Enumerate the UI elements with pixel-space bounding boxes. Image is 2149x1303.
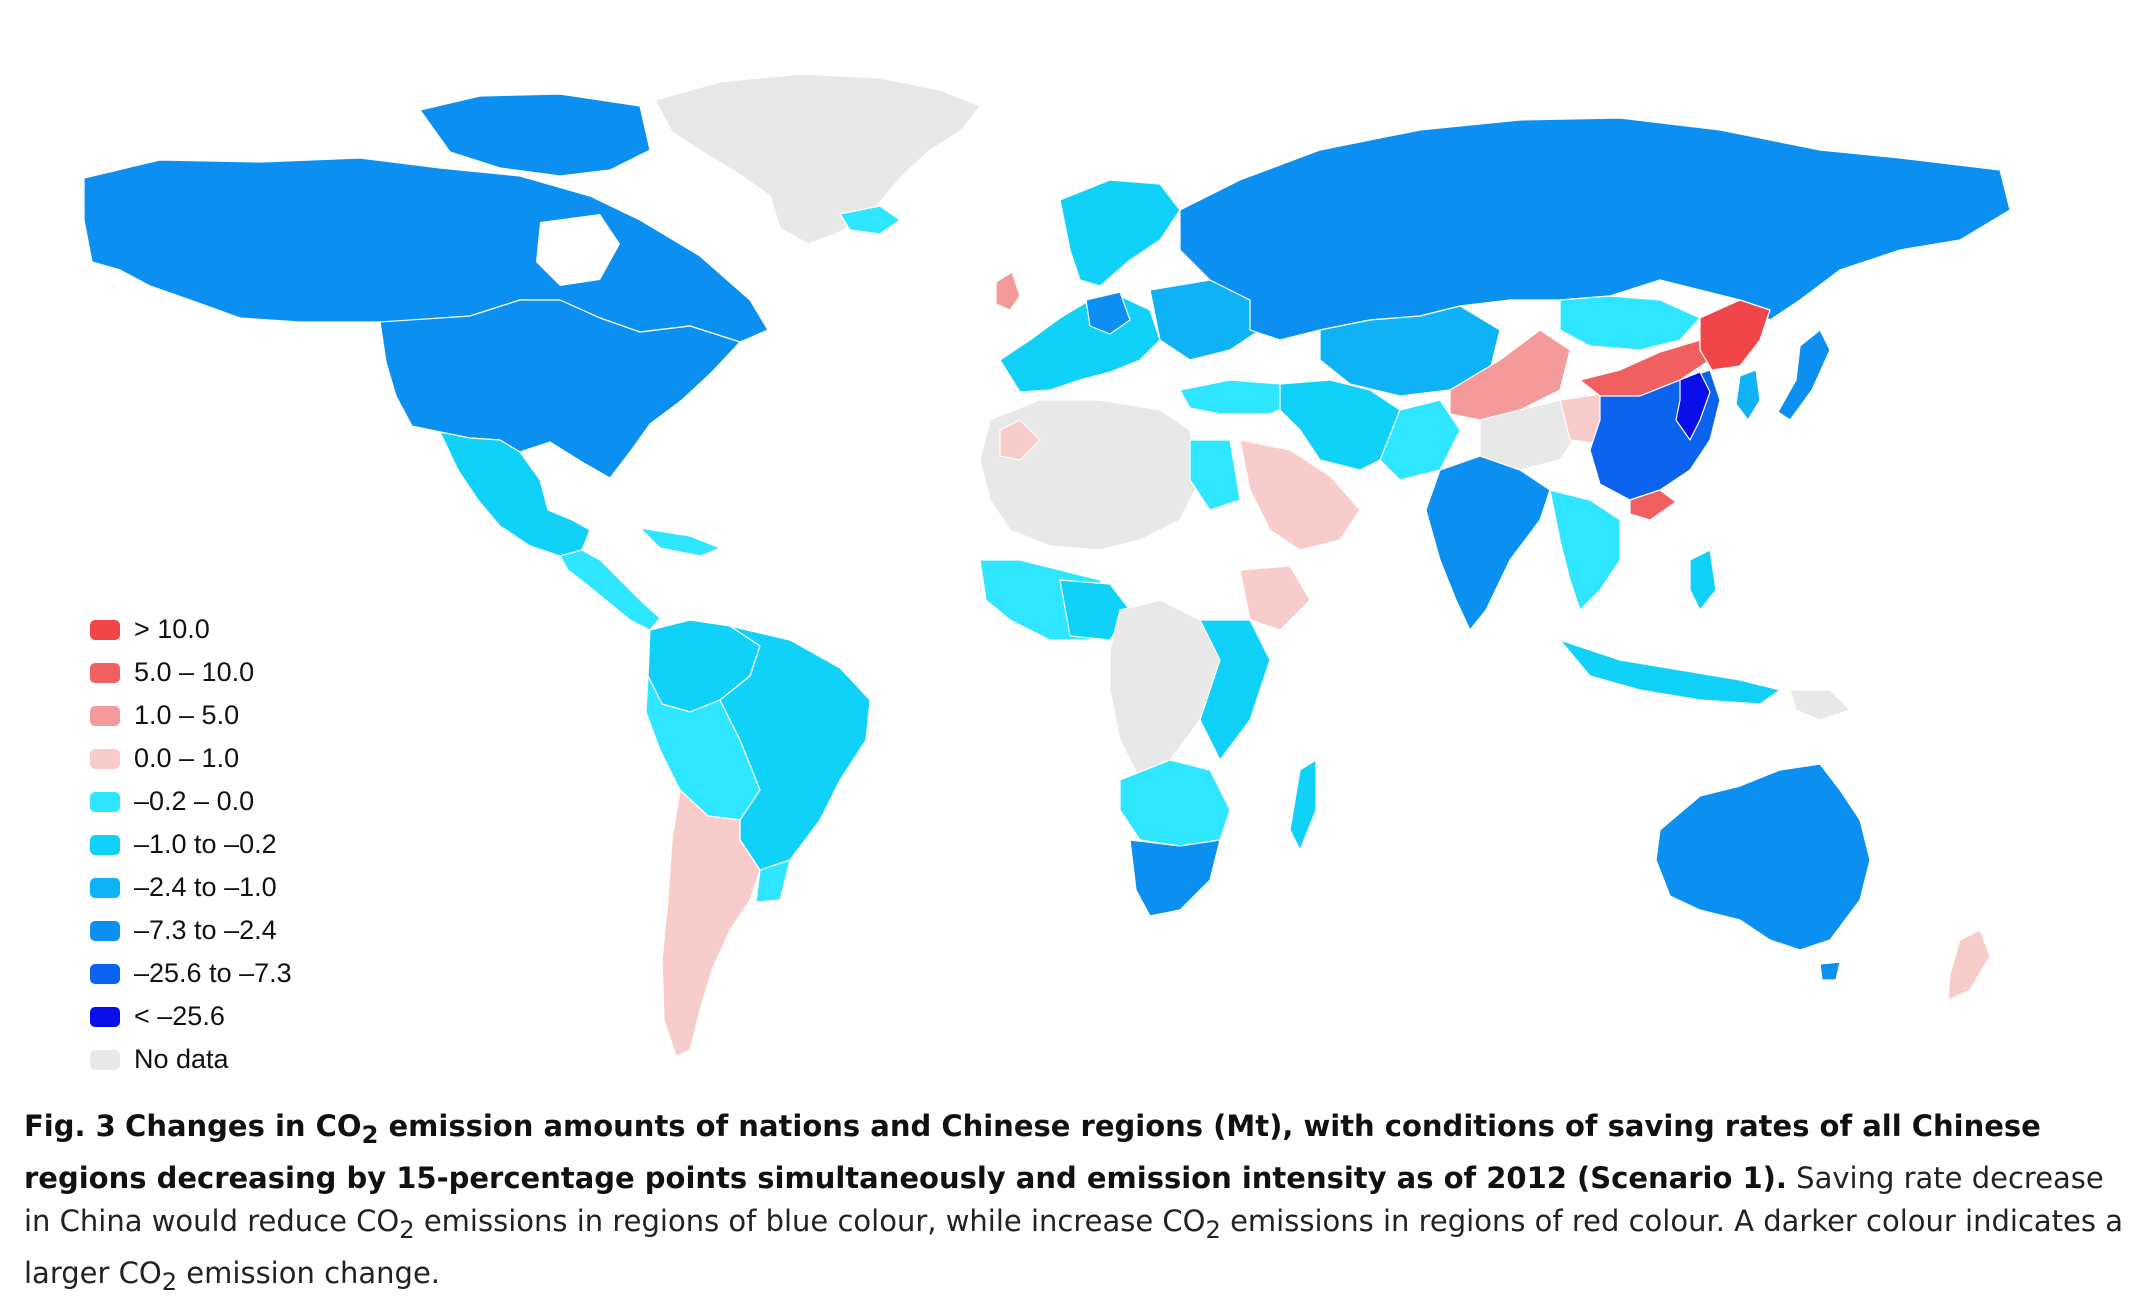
region-uk — [995, 271, 1021, 311]
legend-label: –0.2 – 0.0 — [134, 786, 255, 816]
region-southern-africa — [1119, 759, 1231, 847]
legend-item: –2.4 to –1.0 — [90, 866, 292, 909]
region-scandinavia — [1059, 179, 1181, 287]
legend-swatch — [90, 1006, 120, 1027]
legend-item: 1.0 – 5.0 — [90, 694, 292, 737]
world-choropleth-map — [83, 73, 2011, 1057]
region-saudi-arabia — [1239, 439, 1361, 551]
region-mongolia — [1559, 295, 1701, 351]
legend-swatch — [90, 834, 120, 855]
legend-swatch — [90, 791, 120, 812]
legend-item: –1.0 to –0.2 — [90, 823, 292, 866]
region-philippines — [1689, 549, 1717, 611]
legend-item: –0.2 – 0.0 — [90, 780, 292, 823]
region-argentina — [661, 789, 761, 1057]
region-east-africa — [1199, 619, 1271, 761]
region-hudson-bay — [536, 214, 620, 286]
region-china-northeast — [1699, 299, 1771, 371]
region-south-africa — [1129, 839, 1221, 917]
region-china-guangdong — [1629, 489, 1677, 521]
legend-label: 5.0 – 10.0 — [134, 657, 255, 687]
caption-normal-sub3: 2 — [161, 1267, 178, 1296]
region-new-zealand — [1947, 929, 1991, 1001]
legend-label: –7.3 to –2.4 — [134, 915, 277, 945]
legend-label: > 10.0 — [134, 614, 210, 644]
region-africa-north — [979, 399, 1201, 551]
legend-swatch — [90, 963, 120, 984]
legend-swatch — [90, 877, 120, 898]
region-usa — [379, 299, 741, 479]
legend-item: > 10.0 — [90, 608, 292, 651]
region-iceland — [839, 205, 901, 235]
legend-item: –7.3 to –2.4 — [90, 909, 292, 952]
legend-item: < –25.6 — [90, 995, 292, 1038]
figure-caption: Fig. 3 Changes in CO2 emission amounts o… — [24, 1105, 2124, 1303]
legend-swatch — [90, 705, 120, 726]
legend-label: No data — [134, 1044, 229, 1074]
legend-label: 0.0 – 1.0 — [134, 743, 240, 773]
region-canada-islands — [419, 93, 651, 177]
region-ethiopia — [1239, 565, 1311, 631]
region-china-xinjiang — [1449, 329, 1571, 421]
legend-label: < –25.6 — [134, 1001, 225, 1031]
legend-label: –2.4 to –1.0 — [134, 872, 277, 902]
region-mexico — [439, 431, 591, 557]
caption-normal-text-d: emission change. — [177, 1255, 441, 1290]
legend-swatch — [90, 1049, 120, 1070]
region-indonesia — [1559, 639, 1781, 705]
region-india — [1425, 455, 1551, 631]
region-canada — [83, 157, 769, 343]
region-china-shandong — [1675, 371, 1711, 441]
legend-swatch — [90, 619, 120, 640]
region-tasmania — [1819, 961, 1841, 981]
region-madagascar — [1289, 759, 1317, 851]
legend-swatch — [90, 662, 120, 683]
legend-swatch — [90, 748, 120, 769]
caption-normal-sub2: 2 — [1205, 1215, 1221, 1244]
legend-item: No data — [90, 1038, 292, 1081]
legend-item: 0.0 – 1.0 — [90, 737, 292, 780]
caption-normal-text-b: emissions in regions of blue colour, whi… — [414, 1203, 1206, 1238]
region-egypt — [1189, 439, 1241, 511]
region-korea — [1735, 369, 1761, 421]
region-western-europe — [999, 295, 1161, 393]
region-caribbean — [639, 527, 721, 557]
region-japan — [1777, 329, 1831, 421]
region-australia — [1655, 763, 1871, 951]
caption-normal-sub1: 2 — [399, 1215, 415, 1244]
region-papua — [1789, 689, 1851, 721]
caption-fig-label: Fig. 3 — [24, 1109, 116, 1143]
legend-label: –25.6 to –7.3 — [134, 958, 292, 988]
legend-item: –25.6 to –7.3 — [90, 952, 292, 995]
caption-normal-text-a: Saving rate decrease in China would redu… — [24, 1160, 2104, 1238]
region-uruguay — [755, 859, 791, 903]
caption-bold-sub: 2 — [361, 1120, 379, 1149]
legend-label: –1.0 to –0.2 — [134, 829, 277, 859]
region-southeast-asia — [1549, 489, 1621, 611]
legend-label: 1.0 – 5.0 — [134, 700, 240, 730]
legend-item: 5.0 – 10.0 — [90, 651, 292, 694]
region-germany — [1085, 291, 1131, 335]
legend-swatch — [90, 920, 120, 941]
caption-bold-text-a: Changes in CO — [125, 1109, 362, 1143]
region-central-america — [559, 549, 661, 631]
region-morocco — [999, 419, 1041, 461]
region-greenland — [654, 73, 981, 245]
map-legend: > 10.0 5.0 – 10.0 1.0 – 5.0 0.0 – 1.0 –0.2 –… — [90, 608, 292, 1081]
caption-bold-text-b: emission amounts of nations and Chinese … — [24, 1109, 2041, 1195]
